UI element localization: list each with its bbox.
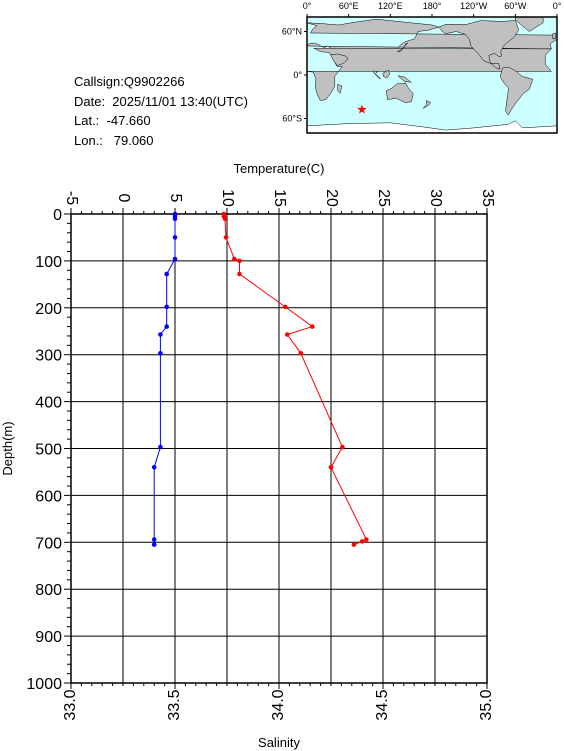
africa-land bbox=[306, 47, 552, 101]
map-lat-label: 60°S bbox=[282, 114, 302, 124]
salinity-point bbox=[172, 235, 178, 240]
temperature-tick-label: 35 bbox=[479, 189, 496, 207]
temperature-axis-label: Temperature(C) bbox=[233, 161, 324, 176]
temperature-point bbox=[232, 256, 237, 262]
salinity-point bbox=[158, 444, 163, 450]
map-lat-label: 60°N bbox=[282, 27, 302, 37]
salinity-point bbox=[172, 216, 178, 221]
temperature-point bbox=[285, 332, 290, 337]
salinity-axis-label: Salinity bbox=[258, 735, 300, 750]
depth-tick-label: 600 bbox=[35, 488, 62, 505]
temperature-point bbox=[351, 542, 357, 547]
temperature-tick-label: 0 bbox=[115, 194, 132, 203]
salinity-tick-label: 33.5 bbox=[166, 689, 183, 720]
temperature-tick-label: 30 bbox=[427, 189, 444, 207]
depth-tick-label: 500 bbox=[35, 442, 62, 459]
salinity-point bbox=[164, 324, 169, 329]
borneo-land bbox=[382, 69, 390, 79]
depth-tick-label: 700 bbox=[35, 535, 62, 552]
new-zealand-land bbox=[422, 99, 431, 109]
salinity-point bbox=[151, 465, 157, 470]
salinity-point bbox=[151, 542, 157, 547]
callsign-text: Callsign:Q9902266 bbox=[74, 74, 185, 89]
salinity-tick-label: 34.0 bbox=[270, 689, 287, 720]
depth-tick-label: 400 bbox=[35, 395, 62, 412]
salinity-point bbox=[172, 256, 178, 262]
depth-tick-label: 900 bbox=[35, 629, 62, 646]
temperature-tick-label: 5 bbox=[167, 194, 184, 203]
grid bbox=[70, 213, 488, 684]
map-lon-label: 180° bbox=[423, 1, 442, 11]
temperature-point bbox=[282, 304, 288, 310]
map-lon-label: 60°W bbox=[504, 1, 527, 11]
north-america-land bbox=[438, 20, 520, 70]
date-text: Date: 2025/11/01 13:40(UTC) bbox=[74, 93, 248, 109]
temperature-line bbox=[223, 214, 368, 546]
salinity-tick-label: 34.5 bbox=[374, 689, 391, 720]
salinity-tick-label: 33.0 bbox=[62, 689, 79, 720]
new-guinea-land bbox=[397, 75, 413, 83]
salinity-point bbox=[151, 537, 157, 542]
depth-tick-label: 800 bbox=[35, 582, 62, 599]
temperature-tick-label: -5 bbox=[63, 191, 80, 205]
depth-tick-label: 100 bbox=[35, 254, 62, 271]
map-lon-label: 60°E bbox=[339, 1, 359, 11]
depth-axis-label: Depth(m) bbox=[0, 421, 15, 475]
map-lon-label: 0° bbox=[553, 1, 562, 11]
temperature-point bbox=[223, 235, 229, 240]
madagascar-land bbox=[337, 84, 342, 94]
map-lon-label: 0° bbox=[303, 1, 312, 11]
map-lon-label: 120°E bbox=[378, 1, 403, 11]
temperature-point bbox=[222, 216, 228, 221]
map-lat-label: 0° bbox=[293, 70, 302, 80]
south-america-land bbox=[499, 66, 534, 116]
longitude-text: Lon.: 79.060 bbox=[74, 132, 154, 148]
station-marker bbox=[357, 104, 367, 114]
depth-tick-label: 0 bbox=[53, 207, 62, 224]
depth-tick-label: 200 bbox=[35, 301, 62, 318]
salinity-point bbox=[164, 271, 169, 277]
depth-tick-label: 300 bbox=[35, 348, 62, 365]
latitude-text: Lat.: -47.660 bbox=[74, 113, 151, 128]
temperature-point bbox=[298, 351, 304, 356]
depth-tick-label: 1000 bbox=[26, 676, 62, 693]
temperature-point bbox=[328, 465, 334, 470]
australia-land bbox=[385, 82, 414, 103]
temperature-point bbox=[237, 258, 242, 264]
temperature-point bbox=[237, 271, 242, 277]
salinity-point bbox=[164, 304, 169, 310]
temperature-tick-label: 10 bbox=[219, 189, 236, 207]
salinity-tick-label: 35.0 bbox=[478, 689, 495, 720]
salinity-series bbox=[151, 211, 178, 547]
temperature-tick-label: 15 bbox=[271, 189, 288, 207]
uk-land bbox=[552, 32, 556, 40]
map-lon-label: 120°W bbox=[460, 1, 488, 11]
station-info: Callsign:Q9902266 Date: 2025/11/01 13:40… bbox=[74, 72, 248, 150]
temperature-tick-label: 20 bbox=[323, 189, 340, 207]
salinity-line bbox=[153, 214, 176, 545]
salinity-point bbox=[158, 351, 163, 356]
temperature-point bbox=[310, 324, 315, 329]
temperature-point bbox=[364, 537, 369, 542]
temperature-series bbox=[221, 211, 369, 547]
temperature-tick-label: 25 bbox=[375, 189, 392, 207]
sumatra-land bbox=[372, 71, 381, 80]
temperature-point bbox=[359, 539, 365, 544]
arabia-land bbox=[330, 53, 349, 66]
japan-land bbox=[397, 42, 408, 53]
temperature-point bbox=[340, 444, 345, 450]
salinity-point bbox=[158, 332, 163, 337]
